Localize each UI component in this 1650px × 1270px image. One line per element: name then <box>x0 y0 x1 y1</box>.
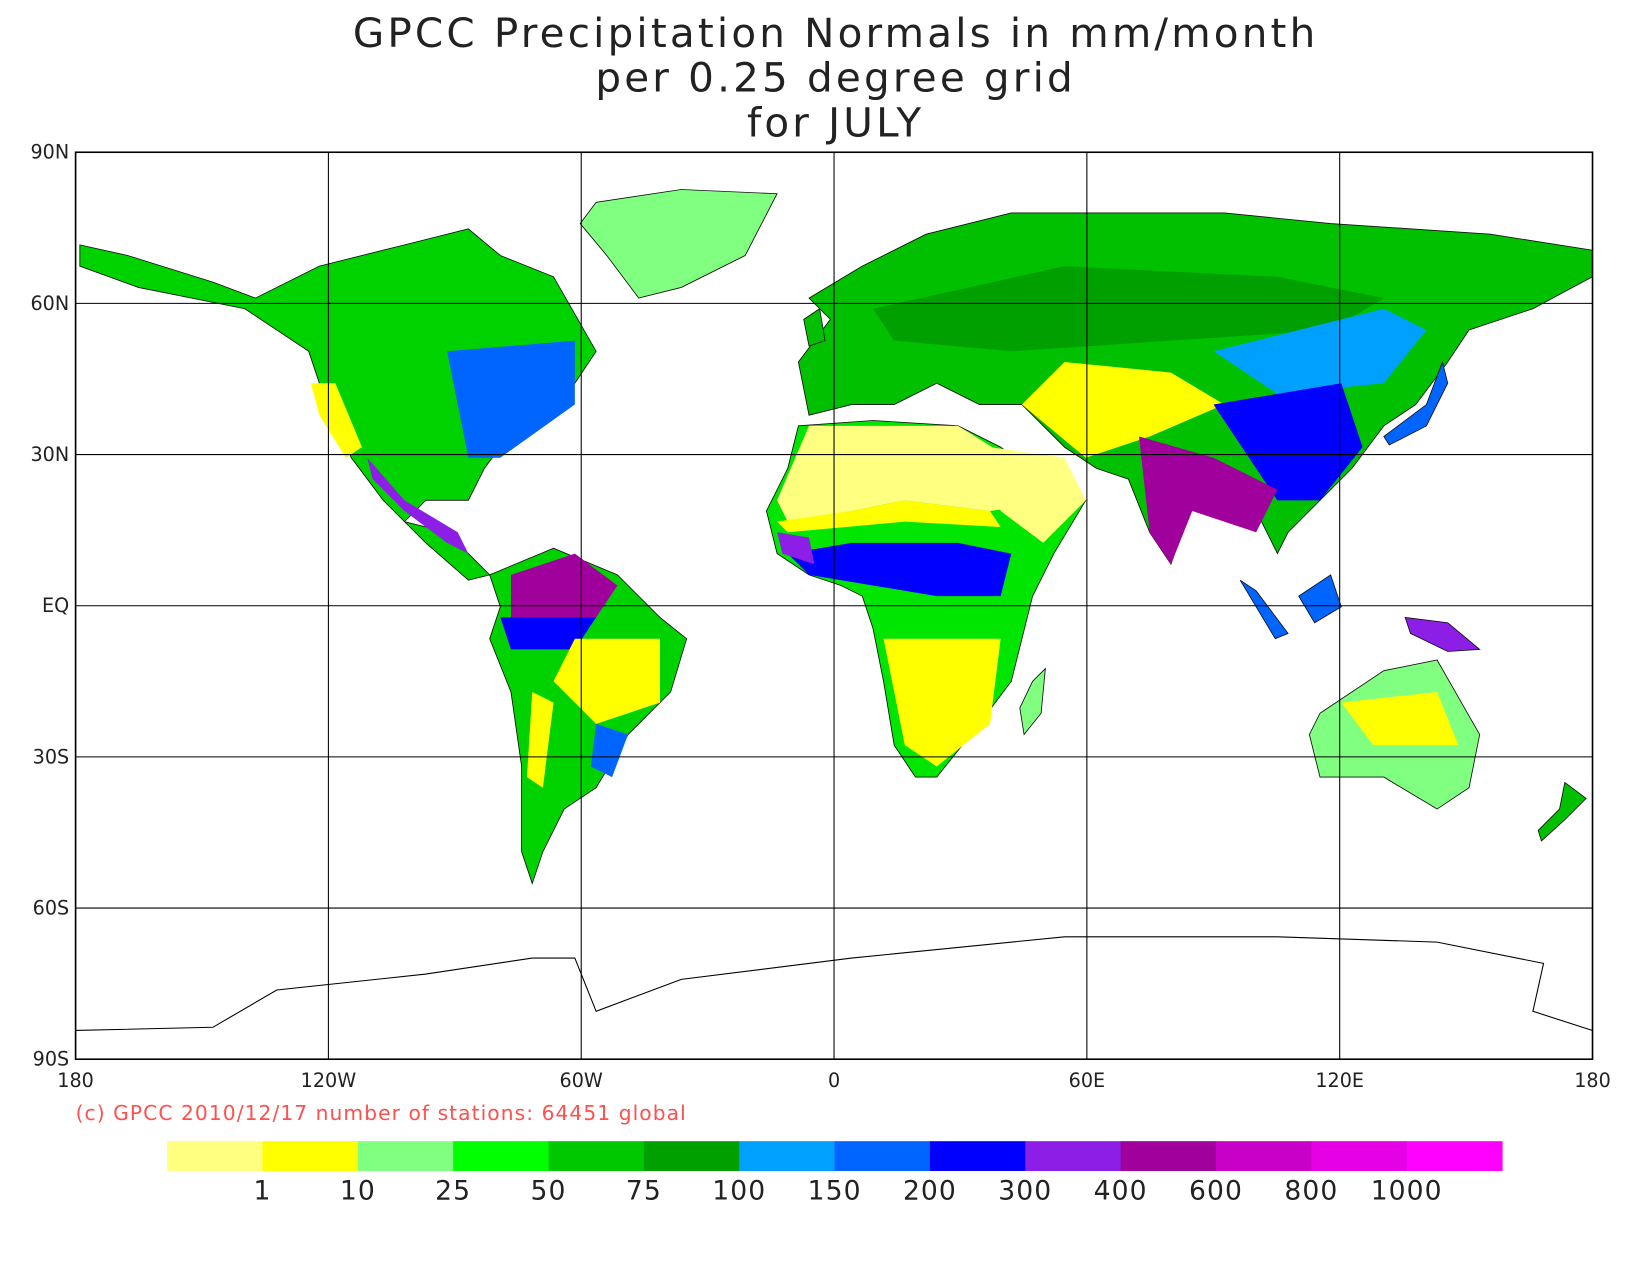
legend-level-label: 1000 <box>1371 1176 1443 1207</box>
y-tick-label: 60S <box>33 896 70 919</box>
legend-swatch <box>453 1141 550 1171</box>
sahara-south <box>777 500 1001 533</box>
map-frame <box>74 151 1594 1061</box>
legend-swatch <box>262 1141 359 1171</box>
y-tick-label: 30N <box>30 443 69 466</box>
new-guinea <box>1404 616 1481 652</box>
legend-swatch <box>167 1141 264 1171</box>
australia-dry <box>1341 691 1459 746</box>
sahel-wet <box>787 542 1012 597</box>
x-tick-label: 60W <box>560 1069 603 1092</box>
title-line: per 0.25 degree grid <box>595 54 1076 102</box>
title-line: GPCC Precipitation Normals in mm/month <box>353 9 1319 57</box>
greenland <box>579 189 778 299</box>
legend-swatch <box>643 1141 740 1171</box>
west-africa-wet <box>777 532 815 565</box>
antarctica-coast <box>75 936 1593 1031</box>
legend-level-label: 400 <box>1094 1176 1148 1207</box>
legend-swatch <box>929 1141 1026 1171</box>
legend-swatch <box>834 1141 931 1171</box>
siberia-wet <box>872 266 1384 352</box>
legend-swatch <box>1406 1141 1503 1171</box>
y-tick-label: 30S <box>33 745 70 768</box>
japan <box>1383 360 1449 446</box>
na-east-wet <box>447 340 575 458</box>
x-tick-label: 60E <box>1069 1069 1105 1092</box>
amazon-wet <box>500 617 597 650</box>
southern-brazil <box>590 723 629 778</box>
brazil-dry <box>553 638 660 724</box>
legend-swatch <box>548 1141 645 1171</box>
andes-dry <box>526 691 554 788</box>
east-asia-wet <box>1213 308 1427 394</box>
legend-level-label: 75 <box>626 1176 662 1207</box>
china-wet <box>1213 383 1363 501</box>
legend-level-label: 50 <box>531 1176 567 1207</box>
legend-swatch <box>1025 1141 1122 1171</box>
x-tick-label: 120W <box>301 1069 357 1092</box>
x-tick-label: 180 <box>1574 1069 1611 1092</box>
madagascar <box>1019 667 1046 736</box>
legend-swatch <box>1120 1141 1217 1171</box>
legend-swatch <box>1311 1141 1408 1171</box>
legend-swatch <box>357 1141 454 1171</box>
amazon-north-wet <box>510 553 618 618</box>
legend-swatch <box>1215 1141 1312 1171</box>
new-zealand <box>1537 781 1587 842</box>
legend-level-label: 10 <box>340 1176 376 1207</box>
legend-level-label: 200 <box>903 1176 957 1207</box>
legend-level-label: 600 <box>1189 1176 1243 1207</box>
uk <box>803 308 826 347</box>
y-tick-label: EQ <box>42 594 69 617</box>
credit: (c) GPCC 2010/12/17 number of stations: … <box>76 1101 687 1125</box>
india-monsoon <box>1139 436 1278 565</box>
legend-level-label: 1 <box>253 1176 271 1207</box>
x-tick-label: 180 <box>57 1069 94 1092</box>
southern-africa <box>883 638 1001 767</box>
legend-level-label: 800 <box>1284 1176 1338 1207</box>
legend-level-label: 100 <box>712 1176 766 1207</box>
y-tick-label: 60N <box>30 292 69 315</box>
legend-level-label: 300 <box>998 1176 1052 1207</box>
sumatra <box>1239 579 1289 640</box>
legend-swatch <box>739 1141 836 1171</box>
y-tick-label: 90N <box>30 141 69 164</box>
y-tick-label: 90S <box>33 1048 70 1071</box>
x-tick-label: 0 <box>828 1069 840 1092</box>
legend-level-label: 150 <box>808 1176 862 1207</box>
x-tick-label: 120E <box>1315 1069 1364 1092</box>
title-line: for JULY <box>747 98 924 146</box>
arabia <box>990 447 1086 543</box>
central-asia-dry <box>1021 361 1225 458</box>
land <box>75 189 1593 1031</box>
na-southwest-dry <box>310 383 362 458</box>
central-america-wet <box>367 457 469 554</box>
legend-level-label: 25 <box>435 1176 471 1207</box>
borneo <box>1298 574 1342 624</box>
